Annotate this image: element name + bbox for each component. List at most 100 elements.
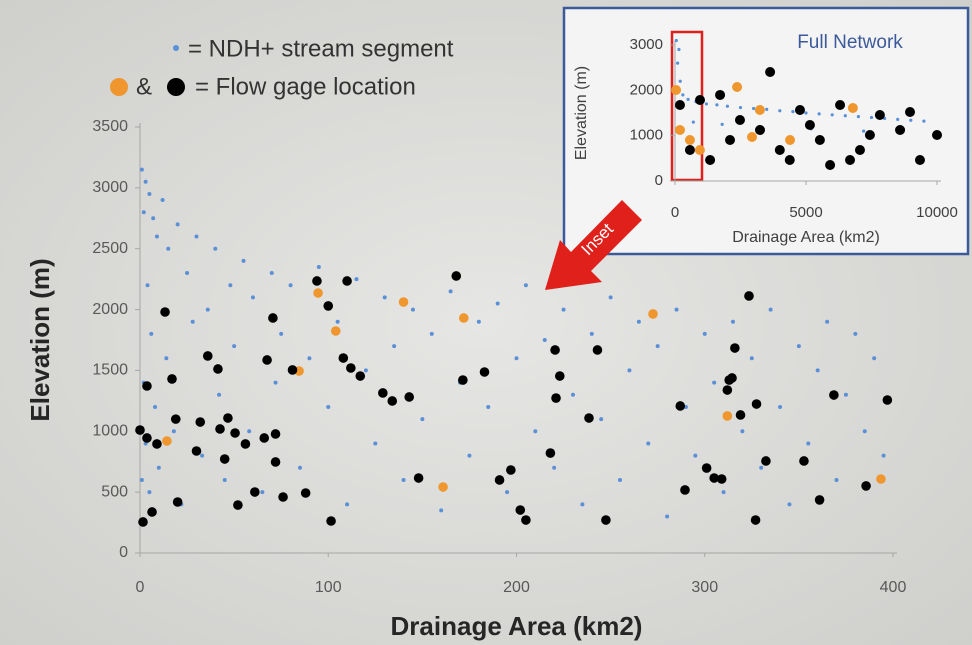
point bbox=[795, 105, 805, 115]
point bbox=[524, 283, 528, 287]
point bbox=[173, 497, 183, 507]
point bbox=[217, 393, 221, 397]
x-tick-label: 0 bbox=[671, 204, 679, 221]
x-tick-label: 100 bbox=[315, 579, 342, 596]
point bbox=[439, 508, 443, 512]
y-tick-label: 1500 bbox=[92, 362, 128, 379]
point bbox=[192, 446, 202, 456]
point bbox=[675, 125, 685, 135]
point bbox=[387, 396, 397, 406]
point bbox=[785, 155, 795, 165]
point bbox=[467, 454, 471, 458]
point bbox=[692, 120, 695, 123]
point bbox=[228, 283, 232, 287]
point bbox=[480, 367, 490, 377]
legend-label: = NDH+ stream segment bbox=[188, 35, 454, 62]
point bbox=[861, 481, 871, 491]
legend-swatch bbox=[173, 45, 179, 51]
point bbox=[142, 381, 152, 391]
y-tick-label: 3000 bbox=[92, 179, 128, 196]
point bbox=[185, 271, 189, 275]
point bbox=[883, 395, 893, 405]
point bbox=[142, 433, 152, 443]
point bbox=[726, 105, 729, 108]
y-tick-label: 0 bbox=[655, 172, 663, 189]
point bbox=[312, 276, 322, 286]
point bbox=[736, 410, 746, 420]
point bbox=[251, 295, 255, 299]
point bbox=[270, 271, 274, 275]
point bbox=[804, 111, 807, 114]
point bbox=[515, 505, 525, 515]
point bbox=[149, 332, 153, 336]
point bbox=[829, 390, 839, 400]
x-tick-label: 200 bbox=[503, 579, 530, 596]
point bbox=[215, 424, 225, 434]
point bbox=[247, 429, 251, 433]
point bbox=[449, 289, 453, 293]
y-tick-label: 3000 bbox=[630, 36, 663, 53]
point bbox=[806, 441, 810, 445]
point bbox=[200, 454, 204, 458]
point bbox=[835, 100, 845, 110]
point bbox=[166, 247, 170, 251]
point bbox=[609, 295, 613, 299]
point bbox=[430, 332, 434, 336]
point bbox=[816, 368, 820, 372]
point bbox=[171, 414, 181, 424]
point bbox=[870, 116, 873, 119]
point bbox=[744, 291, 754, 301]
point bbox=[521, 515, 531, 525]
point bbox=[223, 413, 233, 423]
point bbox=[195, 417, 205, 427]
point bbox=[313, 288, 323, 298]
point bbox=[685, 145, 695, 155]
point bbox=[751, 515, 761, 525]
point bbox=[679, 80, 682, 83]
point bbox=[331, 326, 341, 336]
point bbox=[140, 478, 144, 482]
point bbox=[399, 297, 409, 307]
page: Inset 0500100015002000250030003500010020… bbox=[0, 0, 972, 645]
point bbox=[459, 313, 469, 323]
point bbox=[876, 474, 886, 484]
point bbox=[162, 436, 172, 446]
point bbox=[262, 355, 272, 365]
point bbox=[152, 439, 162, 449]
point bbox=[778, 109, 781, 112]
legend-joiner: & bbox=[136, 73, 152, 100]
point bbox=[233, 500, 243, 510]
point bbox=[818, 112, 821, 115]
point bbox=[648, 309, 658, 319]
point bbox=[533, 429, 537, 433]
point bbox=[157, 466, 161, 470]
point bbox=[932, 130, 942, 140]
point bbox=[765, 67, 775, 77]
point bbox=[752, 107, 755, 110]
point bbox=[307, 356, 311, 360]
point bbox=[326, 516, 336, 526]
point bbox=[599, 417, 603, 421]
point bbox=[676, 62, 679, 65]
point bbox=[151, 216, 155, 220]
point bbox=[414, 473, 424, 483]
point bbox=[715, 90, 725, 100]
point bbox=[392, 344, 396, 348]
point bbox=[825, 320, 829, 324]
point bbox=[402, 478, 406, 482]
point bbox=[755, 105, 765, 115]
point bbox=[831, 113, 834, 116]
point bbox=[555, 371, 565, 381]
point bbox=[677, 48, 680, 51]
point bbox=[546, 448, 556, 458]
legend-swatch bbox=[110, 78, 128, 96]
legend-label: = Flow gage location bbox=[195, 73, 416, 100]
point bbox=[675, 308, 679, 312]
point bbox=[378, 388, 388, 398]
point bbox=[618, 478, 622, 482]
point bbox=[815, 495, 825, 505]
point bbox=[865, 130, 875, 140]
point bbox=[164, 356, 168, 360]
point bbox=[857, 115, 860, 118]
point bbox=[601, 515, 611, 525]
